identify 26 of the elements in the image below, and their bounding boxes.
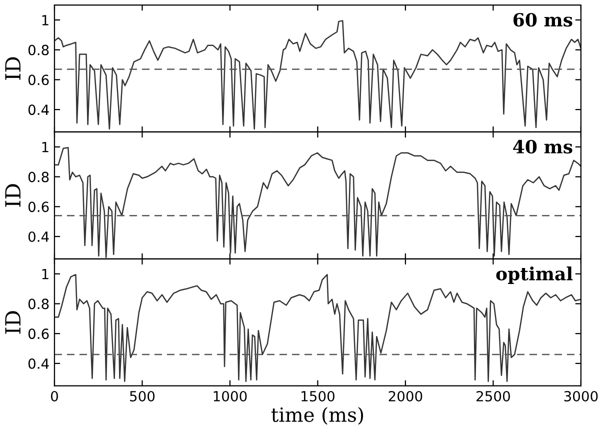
x-tick-label: 0 [50, 390, 58, 402]
annotation: optimal [496, 266, 573, 284]
x-tick-label: 1500 [302, 390, 334, 402]
y-tick-label: 0.4 [28, 104, 49, 116]
y-tick-label: 1 [42, 142, 48, 152]
y-tick-label: 0.8 [28, 44, 49, 56]
y-tick-label: 0.6 [28, 74, 49, 86]
x-tick-label: 1000 [214, 390, 247, 402]
y-tick-label: 0.4 [28, 231, 49, 242]
x-tick-label: 2500 [476, 390, 510, 402]
y-tick-label: 0.4 [28, 358, 49, 369]
x-tick-label: 2000 [388, 390, 422, 402]
y-tick-label: 0.6 [28, 328, 49, 340]
annotation: 60 ms [513, 12, 572, 27]
x-tick-label: 3000 [564, 390, 598, 402]
y-axis-title: ID [5, 57, 20, 80]
annotation: 40 ms [513, 140, 572, 154]
y-tick-label: 1 [42, 15, 48, 26]
x-tick-label: 500 [130, 390, 155, 402]
x-axis-title: time (ms) [271, 406, 364, 425]
y-axis-title: ID [5, 184, 20, 207]
y-tick-label: 0.8 [28, 298, 49, 310]
y-tick-label: 0.6 [28, 202, 49, 212]
y-axis-title: ID [5, 311, 20, 334]
y-tick-label: 1 [42, 268, 48, 280]
y-tick-label: 0.8 [28, 172, 49, 182]
